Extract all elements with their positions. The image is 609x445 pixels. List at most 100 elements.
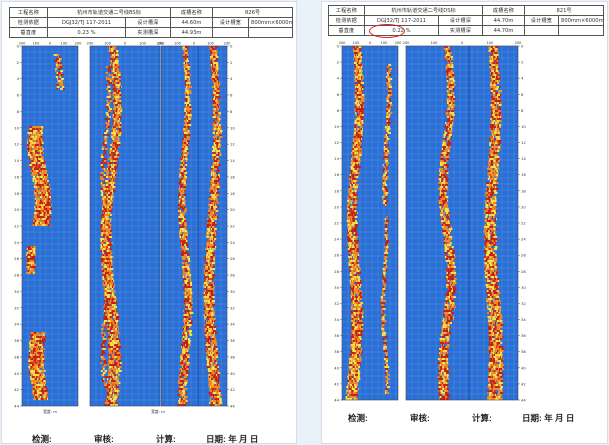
echo-mark	[41, 376, 44, 378]
echo-mark	[35, 150, 38, 152]
echo-mark	[182, 200, 185, 202]
echo-mark	[111, 344, 115, 346]
echo-mark	[188, 76, 190, 78]
echo-mark	[184, 168, 187, 170]
echo-mark	[31, 272, 34, 274]
echo-mark	[184, 182, 186, 184]
echo-mark	[104, 236, 107, 238]
echo-mark	[104, 320, 106, 322]
echo-mark	[113, 64, 117, 66]
echo-mark	[32, 180, 34, 182]
echo-mark	[43, 164, 46, 166]
echo-mark	[185, 160, 188, 162]
echo-mark	[105, 218, 108, 220]
echo-mark	[114, 356, 117, 358]
echo-mark	[183, 256, 187, 258]
echo-mark	[111, 142, 113, 144]
echo-mark	[183, 152, 186, 154]
echo-mark	[106, 188, 109, 190]
echo-mark	[39, 126, 42, 128]
echo-mark	[110, 206, 113, 208]
echo-mark	[116, 314, 119, 316]
echo-mark	[107, 80, 111, 82]
echo-mark	[32, 246, 35, 248]
echo-mark	[29, 362, 32, 364]
echo-mark	[105, 226, 109, 228]
echo-mark	[45, 180, 47, 182]
echo-mark	[108, 180, 111, 182]
echo-mark	[26, 254, 28, 256]
echo-mark	[31, 156, 34, 158]
echo-mark	[182, 140, 186, 142]
echo-mark	[112, 342, 116, 344]
echo-mark	[39, 366, 42, 368]
echo-mark	[35, 368, 39, 370]
echo-mark	[35, 356, 38, 358]
echo-mark	[34, 220, 37, 222]
echo-mark	[33, 248, 36, 250]
echo-mark	[184, 166, 187, 168]
echo-mark	[39, 354, 42, 356]
echo-mark	[180, 176, 182, 178]
echo-mark	[29, 146, 31, 148]
echo-mark	[29, 262, 32, 264]
echo-mark	[37, 338, 40, 340]
echo-mark	[33, 138, 37, 140]
echo-mark	[104, 276, 107, 278]
echo-mark	[104, 118, 108, 120]
echo-mark	[34, 344, 38, 346]
echo-mark	[111, 324, 115, 326]
echo-mark	[107, 262, 110, 264]
echo-mark	[45, 224, 48, 226]
echo-mark	[101, 332, 104, 334]
echo-mark	[105, 256, 109, 258]
echo-mark	[108, 218, 111, 220]
echo-mark	[118, 366, 122, 368]
echo-mark	[108, 346, 112, 348]
echo-mark	[53, 54, 56, 56]
echo-mark	[37, 344, 41, 346]
echo-mark	[103, 200, 106, 202]
echo-mark	[40, 360, 44, 362]
echo-mark	[108, 336, 111, 338]
echo-mark	[35, 154, 39, 156]
echo-mark	[34, 200, 36, 202]
echo-mark	[32, 162, 35, 164]
echo-mark	[40, 340, 43, 342]
echo-mark	[116, 64, 120, 66]
echo-mark	[39, 218, 42, 220]
echo-mark	[105, 200, 108, 202]
echo-mark	[33, 170, 36, 172]
echo-mark	[111, 292, 114, 294]
echo-mark	[42, 178, 45, 180]
echo-mark	[107, 286, 109, 288]
echo-mark	[35, 198, 39, 200]
echo-mark	[40, 386, 43, 388]
echo-mark	[42, 218, 46, 220]
echo-mark	[44, 202, 47, 204]
echo-mark	[100, 354, 103, 356]
echo-mark	[114, 392, 118, 394]
echo-mark	[107, 320, 111, 322]
echo-mark	[100, 250, 102, 252]
echo-mark	[114, 120, 117, 122]
echo-mark	[33, 356, 36, 358]
echo-mark	[31, 174, 34, 176]
echo-mark	[31, 266, 35, 268]
echo-mark	[35, 148, 38, 150]
echo-mark	[109, 250, 112, 252]
echo-mark	[36, 394, 39, 396]
echo-mark	[58, 56, 61, 58]
echo-mark	[61, 86, 65, 88]
echo-mark	[111, 286, 113, 288]
echo-mark	[47, 188, 50, 190]
echo-mark	[180, 166, 182, 168]
echo-mark	[104, 386, 107, 388]
echo-mark	[178, 202, 180, 204]
echo-mark	[40, 394, 43, 396]
echo-mark	[38, 382, 40, 384]
echo-mark	[32, 332, 35, 334]
echo-mark	[29, 136, 33, 138]
echo-mark	[183, 248, 186, 250]
echo-mark	[106, 76, 108, 78]
